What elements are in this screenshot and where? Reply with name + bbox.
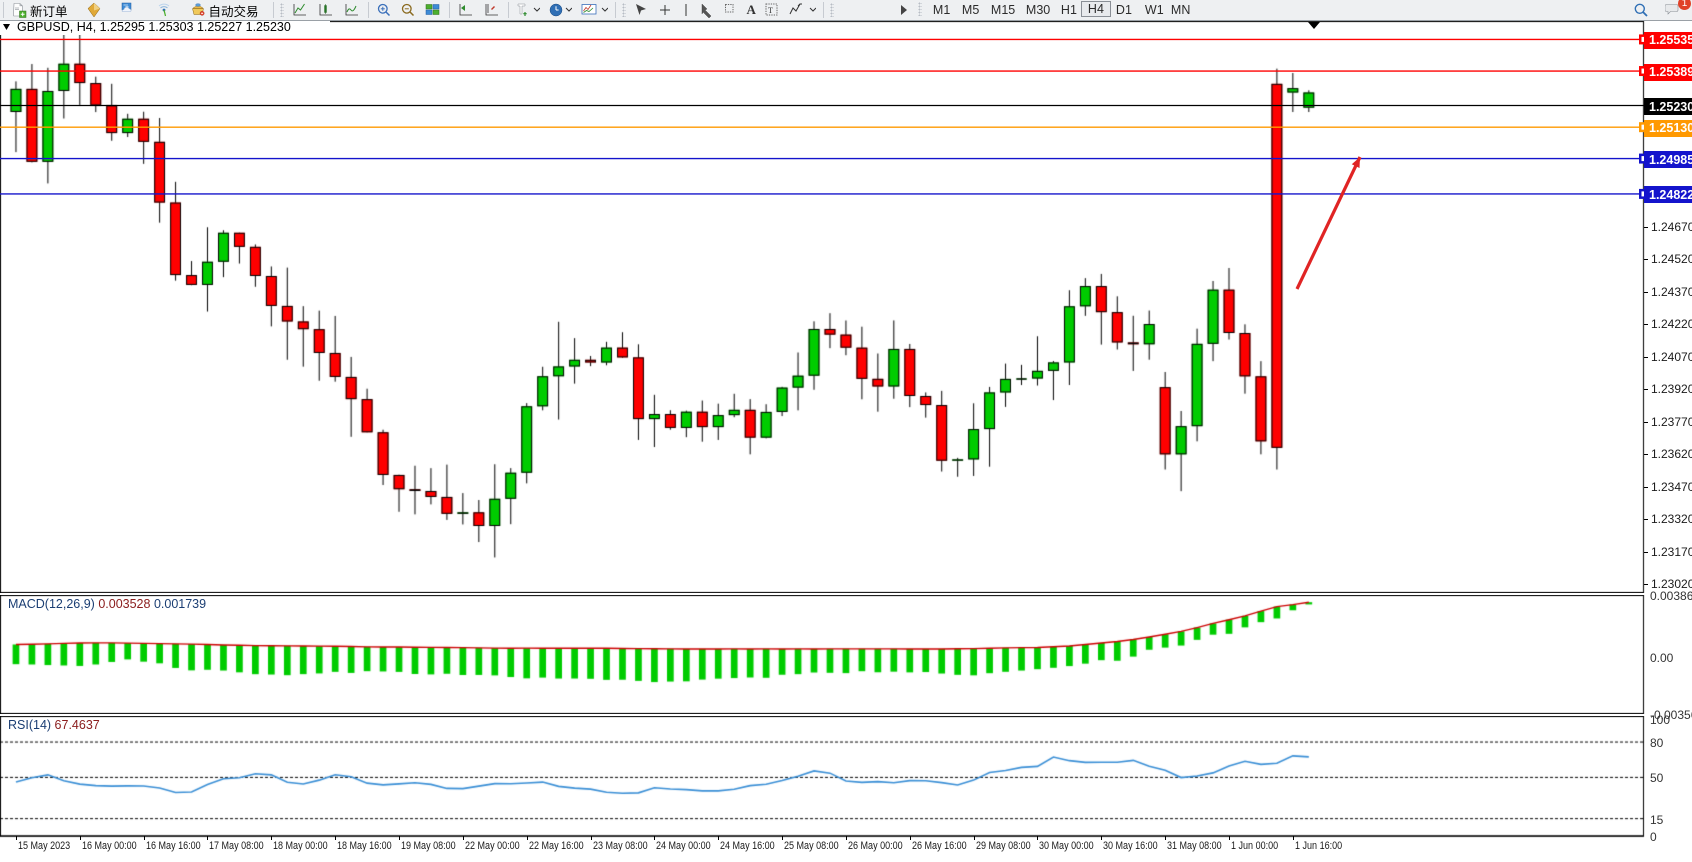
- svg-text:T: T: [768, 6, 773, 15]
